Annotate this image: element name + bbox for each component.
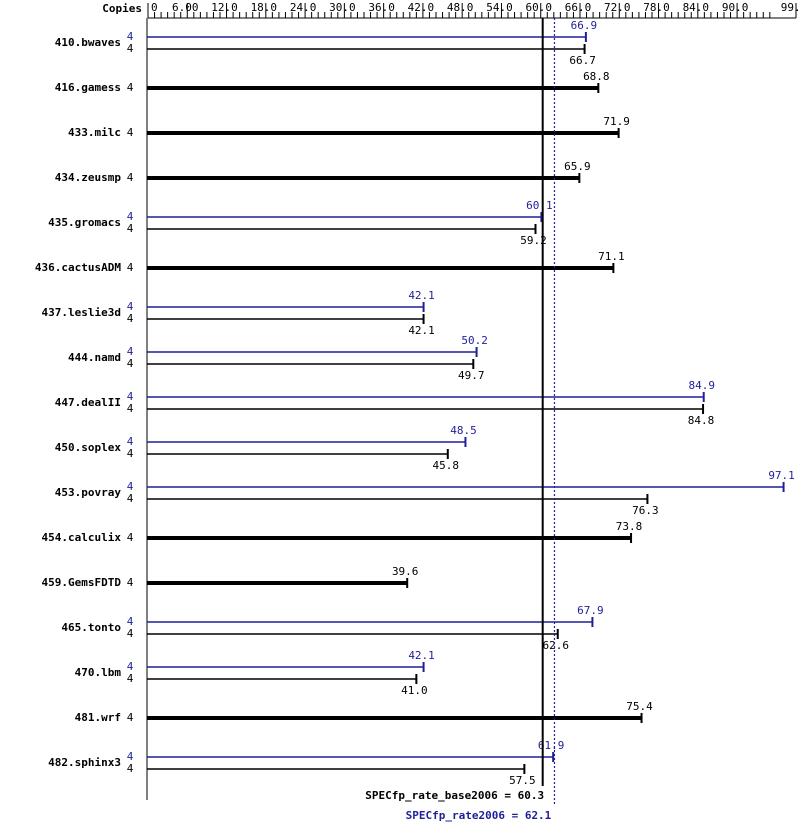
value-label: 68.8 — [583, 70, 610, 83]
benchmark-label: 435.gromacs — [48, 216, 121, 229]
copies-label: 4 — [127, 480, 134, 493]
x-tick-label: 0 — [151, 1, 158, 14]
benchmark-label: 436.cactusADM — [35, 261, 121, 274]
x-tick-label: 30.0 — [329, 1, 356, 14]
copies-label: 4 — [127, 81, 134, 94]
benchmark-label: 470.lbm — [75, 666, 122, 679]
copies-label: 4 — [127, 402, 134, 415]
benchmark-label: 437.leslie3d — [42, 306, 121, 319]
benchmark-label: 450.soplex — [55, 441, 122, 454]
benchmark-label: 481.wrf — [75, 711, 121, 724]
value-label: 57.5 — [509, 774, 536, 787]
copies-label: 4 — [127, 576, 134, 589]
benchmark-label: 465.tonto — [61, 621, 121, 634]
copies-label: 4 — [127, 300, 134, 313]
value-label: 75.4 — [626, 700, 653, 713]
copies-label: 4 — [127, 711, 134, 724]
value-label: 84.9 — [688, 379, 715, 392]
value-label: 73.8 — [616, 520, 643, 533]
copies-label: 4 — [127, 42, 134, 55]
value-label: 42.1 — [408, 324, 435, 337]
value-label: 62.6 — [542, 639, 569, 652]
benchmark-label: 444.namd — [68, 351, 121, 364]
value-label: 71.9 — [603, 115, 630, 128]
x-tick-label: 72.0 — [604, 1, 631, 14]
benchmark-label: 433.milc — [68, 126, 121, 139]
value-label: 48.5 — [450, 424, 477, 437]
value-label: 66.9 — [571, 19, 598, 32]
copies-label: 4 — [127, 261, 134, 274]
value-label: 97.1 — [768, 469, 795, 482]
x-tick-label: 90.0 — [722, 1, 749, 14]
value-label: 60.1 — [526, 199, 553, 212]
copies-label: 4 — [127, 615, 134, 628]
x-tick-label: 78.0 — [643, 1, 670, 14]
value-label: 50.2 — [461, 334, 488, 347]
value-label: 66.7 — [569, 54, 596, 67]
copies-label: 4 — [127, 30, 134, 43]
x-tick-label: 18.0 — [251, 1, 278, 14]
value-label: 45.8 — [433, 459, 460, 472]
value-label: 84.8 — [688, 414, 715, 427]
benchmark-label: 453.povray — [55, 486, 122, 499]
copies-label: 4 — [127, 435, 134, 448]
x-tick-label: 66.0 — [565, 1, 592, 14]
x-tick-label: 60.0 — [525, 1, 552, 14]
value-label: 76.3 — [632, 504, 659, 517]
x-tick-label: 24.0 — [290, 1, 317, 14]
x-tick-label: 12.0 — [211, 1, 238, 14]
x-tick-label: 6.00 — [172, 1, 199, 14]
copies-label: 4 — [127, 222, 134, 235]
value-label: 49.7 — [458, 369, 485, 382]
value-label: 42.1 — [408, 649, 435, 662]
x-tick-label: 36.0 — [368, 1, 395, 14]
copies-header: Copies — [102, 2, 142, 15]
copies-label: 4 — [127, 126, 134, 139]
value-label: 39.6 — [392, 565, 419, 578]
value-label: 59.2 — [520, 234, 547, 247]
reference-label: SPECfp_rate2006 = 62.1 — [406, 809, 552, 822]
benchmark-label: 410.bwaves — [55, 36, 121, 49]
copies-label: 4 — [127, 627, 134, 640]
benchmark-label: 447.dealII — [55, 396, 121, 409]
benchmark-label: 434.zeusmp — [55, 171, 122, 184]
copies-label: 4 — [127, 750, 134, 763]
copies-label: 4 — [127, 762, 134, 775]
value-label: 42.1 — [408, 289, 435, 302]
benchmark-label: 482.sphinx3 — [48, 756, 121, 769]
copies-label: 4 — [127, 357, 134, 370]
value-label: 41.0 — [401, 684, 428, 697]
copies-label: 4 — [127, 312, 134, 325]
copies-label: 4 — [127, 672, 134, 685]
benchmark-label: 416.gamess — [55, 81, 121, 94]
benchmark-label: 454.calculix — [42, 531, 122, 544]
copies-label: 4 — [127, 660, 134, 673]
benchmark-label: 459.GemsFDTD — [42, 576, 122, 589]
value-label: 67.9 — [577, 604, 604, 617]
copies-label: 4 — [127, 210, 134, 223]
copies-label: 4 — [127, 390, 134, 403]
copies-label: 4 — [127, 447, 134, 460]
value-label: 61.9 — [538, 739, 565, 752]
copies-label: 4 — [127, 492, 134, 505]
x-tick-label: 99.0 — [781, 1, 799, 14]
x-tick-label: 42.0 — [408, 1, 435, 14]
copies-label: 4 — [127, 171, 134, 184]
value-label: 65.9 — [564, 160, 591, 173]
x-tick-label: 54.0 — [486, 1, 513, 14]
reference-label: SPECfp_rate_base2006 = 60.3 — [365, 789, 544, 802]
x-tick-label: 84.0 — [683, 1, 710, 14]
copies-label: 4 — [127, 345, 134, 358]
value-label: 71.1 — [598, 250, 625, 263]
x-tick-label: 48.0 — [447, 1, 474, 14]
copies-label: 4 — [127, 531, 134, 544]
